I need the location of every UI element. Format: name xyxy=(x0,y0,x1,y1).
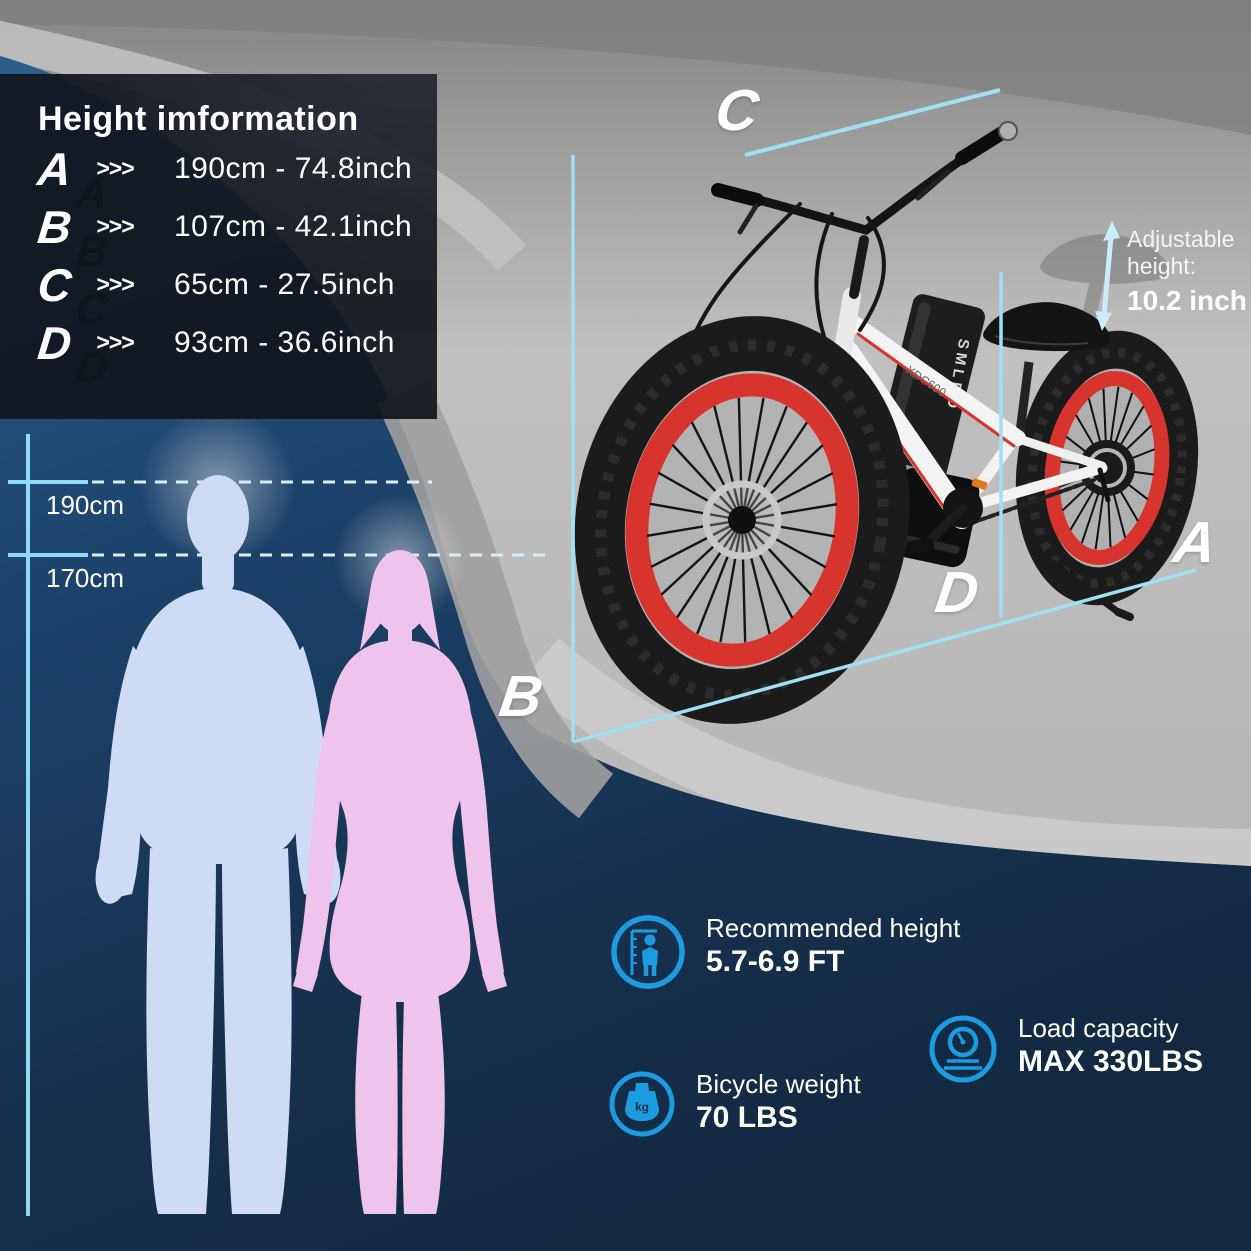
kg-icon-text: kg xyxy=(635,1100,649,1114)
spec-recommended-height: Recommended height 5.7-6.9 FT xyxy=(608,912,960,992)
letter-c: C xyxy=(35,258,74,311)
arrows-c: >>> xyxy=(96,271,134,297)
woman-silhouette xyxy=(293,550,507,1214)
adjustable-line1: Adjustable xyxy=(1127,226,1235,252)
panel-title: Height imformation xyxy=(38,100,359,138)
crank-pedal xyxy=(897,478,988,557)
kickstand xyxy=(1028,544,1134,621)
letter-b: B xyxy=(35,200,74,253)
spec-value: 5.7-6.9 FT xyxy=(706,945,845,978)
load-gauge-icon xyxy=(929,1015,997,1083)
big-letter-c: C xyxy=(711,78,763,143)
big-letter-a: A xyxy=(1169,510,1221,575)
height-ruler xyxy=(8,434,88,1216)
saddle-assembly xyxy=(983,302,1110,433)
adjustable-line2: height: xyxy=(1127,253,1197,279)
spec-value: 70 LBS xyxy=(696,1101,798,1134)
dim-row-a: A A >>> 190cm - 74.8inch xyxy=(35,140,437,219)
adjustable-height-arrow xyxy=(1095,221,1120,331)
letter-d: D xyxy=(35,316,74,369)
kg-weight-icon: kg xyxy=(609,1071,675,1137)
dimension-line-floor xyxy=(572,568,1197,744)
dim-row-d: D D >>> 93cm - 36.6inch xyxy=(35,314,437,393)
spec-load-capacity: Load capacity MAX 330LBS xyxy=(926,1012,1203,1086)
letter-a: A xyxy=(35,142,74,195)
dim-row-c: C C >>> 65cm - 27.5inch xyxy=(35,256,437,335)
ruler-label-190: 190cm xyxy=(46,490,125,520)
handlebar-assembly xyxy=(688,121,1018,392)
arrows-a: >>> xyxy=(96,155,134,181)
adjustable-value: 10.2 inch xyxy=(1127,285,1247,316)
value-d: 93cm - 36.6inch xyxy=(174,325,395,359)
spec-label: Load capacity xyxy=(1018,1013,1179,1043)
arrows-b: >>> xyxy=(96,213,134,239)
value-a: 190cm - 74.8inch xyxy=(174,151,413,185)
spec-bicycle-weight: kg Bicycle weight 70 LBS xyxy=(606,1068,861,1140)
big-letter-b: B xyxy=(495,664,547,729)
spec-value: MAX 330LBS xyxy=(1018,1045,1204,1078)
spec-label: Bicycle weight xyxy=(696,1069,861,1099)
dim-row-b: B B >>> 107cm - 42.1inch xyxy=(35,198,437,277)
big-letter-d: D xyxy=(931,560,983,625)
dimension-lines xyxy=(571,88,1197,744)
bottom-light-swoosh xyxy=(520,638,1251,887)
value-b: 107cm - 42.1inch xyxy=(174,209,413,243)
adjustable-height-callout: Adjustable height: 10.2 inch xyxy=(1127,226,1251,317)
dimension-line-c xyxy=(744,88,1001,157)
ruler-label-170: 170cm xyxy=(46,563,125,593)
spec-label: Recommended height xyxy=(706,913,961,943)
value-c: 65cm - 27.5inch xyxy=(174,267,395,301)
height-info-panel: Height imformation A A >>> 190cm - 74.8i… xyxy=(0,74,437,419)
top-dark-swoosh xyxy=(0,0,1251,135)
height-person-icon xyxy=(611,915,685,989)
gray-arc-swoosh xyxy=(376,380,614,819)
front-spokes xyxy=(646,397,838,643)
arrows-d: >>> xyxy=(96,329,134,355)
front-hub xyxy=(728,506,756,534)
